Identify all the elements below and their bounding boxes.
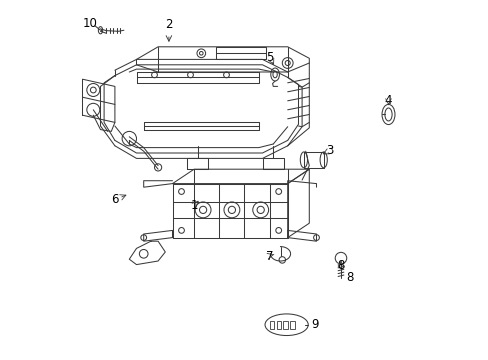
Bar (276, 321, 281, 329)
Text: 10: 10 (82, 17, 97, 30)
Text: 9: 9 (310, 318, 318, 331)
Text: 7: 7 (265, 250, 273, 263)
Bar (283, 321, 287, 329)
Text: 3: 3 (326, 144, 333, 157)
Text: 4: 4 (384, 94, 391, 107)
Text: 2: 2 (165, 18, 172, 31)
Text: 5: 5 (265, 51, 273, 64)
Text: 6: 6 (111, 193, 119, 206)
Text: 8: 8 (346, 271, 353, 284)
Bar (269, 321, 274, 329)
Bar (289, 321, 294, 329)
Text: 8: 8 (337, 259, 344, 272)
Text: 1: 1 (190, 199, 198, 212)
